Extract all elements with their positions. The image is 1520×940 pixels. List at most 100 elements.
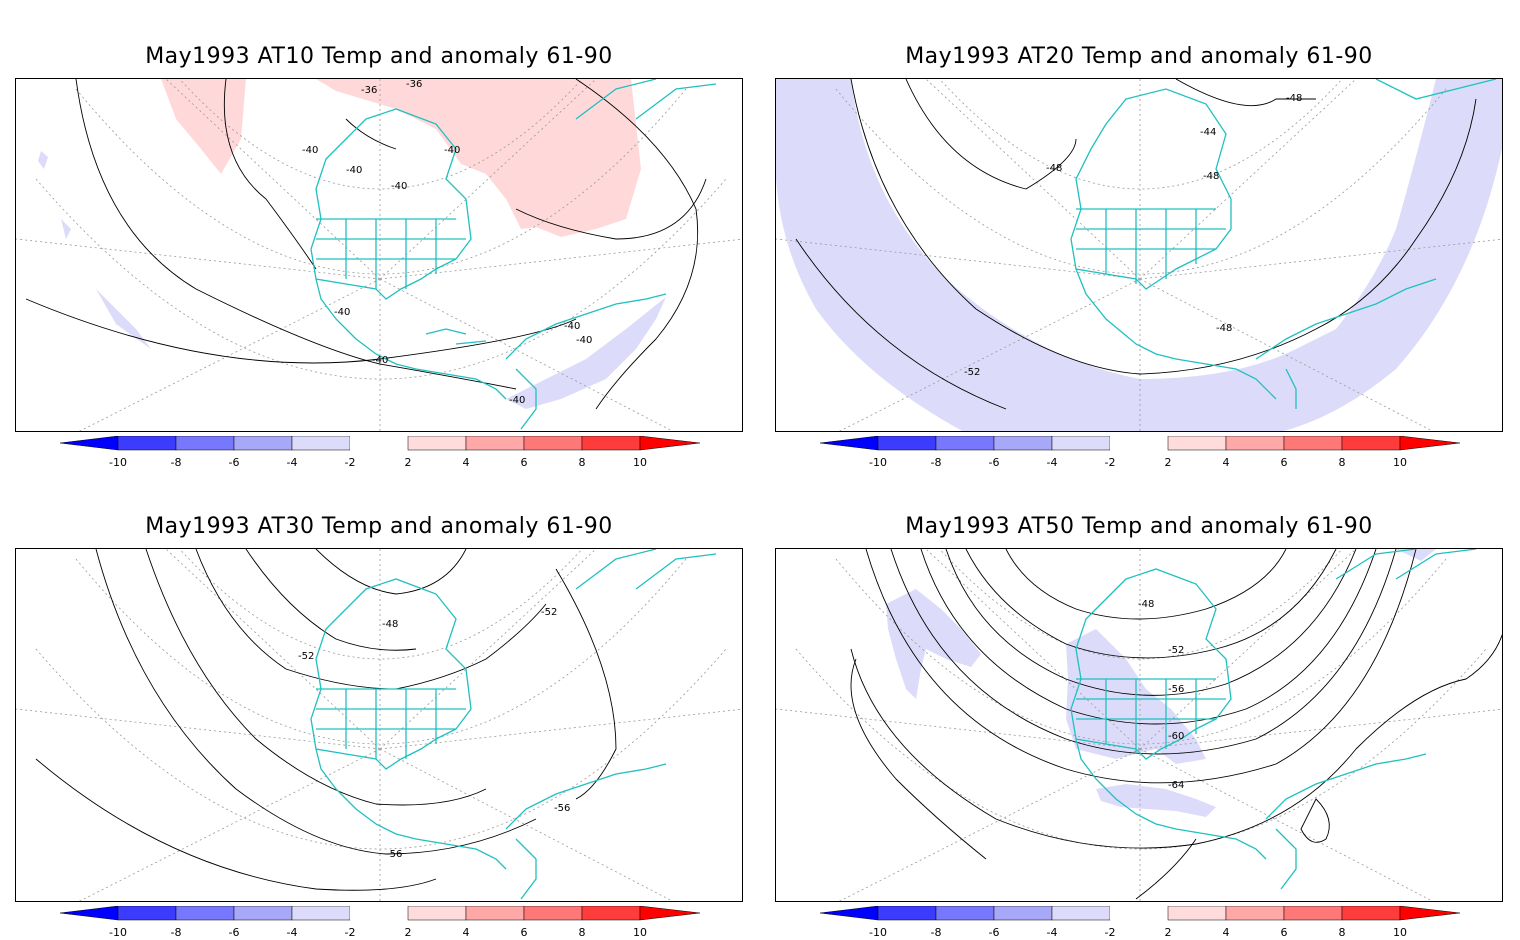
colorbar-tick-label: 2: [405, 456, 412, 469]
contour-label: -48: [1046, 163, 1062, 174]
graticule: [16, 549, 742, 901]
colorbar-tick-label: 4: [1223, 926, 1230, 939]
colorbar: -10 -8 -6 -4 -2 2 4 6 8 10: [60, 906, 701, 939]
map-frame: -36 -36 -40 -40 -40 -40 -40 -40 -40 -40 …: [15, 78, 743, 432]
colorbar-tick-label: 6: [521, 456, 528, 469]
map-svg: -48 -52 -56 -60 -64: [776, 549, 1502, 901]
colorbar-tick-label: 10: [1393, 926, 1407, 939]
panel-at10: May1993 AT10 Temp and anomaly 61-90: [0, 0, 760, 470]
colorbar-tick-label: 4: [463, 456, 470, 469]
contour-label: -52: [1168, 645, 1184, 656]
map-svg: -52 -48 -52 -56 -56: [16, 549, 742, 901]
contour-label: -40: [372, 355, 388, 366]
anomaly-region: [776, 79, 1502, 431]
colorbar: -10 -8 -6 -4 -2 2 4 6 8 10: [820, 906, 1461, 939]
contour-label: -60: [1168, 731, 1184, 742]
colorbar-tick-label: -6: [229, 456, 240, 469]
colorbar-tick-label: -6: [989, 456, 1000, 469]
map-frame: -52 -48 -52 -56 -56: [15, 548, 743, 902]
contour-label: -52: [964, 367, 980, 378]
colorbar-tick-label: -8: [171, 456, 182, 469]
colorbar-tick-label: 8: [1339, 456, 1346, 469]
colorbar-tick-label: 8: [579, 456, 586, 469]
colorbar: -10 -8 -6 -4 -2 2 4 6 8 10: [820, 436, 1461, 469]
colorbar-swatches: [820, 906, 1461, 921]
panel-title: May1993 AT50 Temp and anomaly 61-90: [905, 514, 1373, 539]
colorbar-labels: -10 -8 -6 -4 -2 2 4 6 8 10: [869, 926, 1407, 939]
colorbar-tick-label: -10: [869, 456, 887, 469]
panel-at30: May1993 AT30 Temp and anomaly 61-90: [0, 470, 760, 940]
contour-label: -64: [1168, 780, 1184, 791]
coastline: [1070, 79, 1497, 409]
contour-label: -52: [541, 607, 557, 618]
colorbar-tick-label: 6: [1281, 456, 1288, 469]
map-svg: -48 -44 -48 -48 -48 -52: [776, 79, 1502, 431]
colorbar-tick-label: -2: [1105, 926, 1116, 939]
colorbar-tick-label: 6: [521, 926, 528, 939]
anomaly-region: [1096, 784, 1216, 817]
contour-label: -36: [361, 85, 377, 96]
colorbar-swatches: [60, 436, 701, 451]
colorbar-tick-label: -10: [109, 926, 127, 939]
contour-label: -40: [564, 321, 580, 332]
colorbar-tick-label: 10: [633, 926, 647, 939]
colorbar-tick-label: 2: [405, 926, 412, 939]
contour-label: -48: [1138, 599, 1154, 610]
contour-labels: -52 -48 -52 -56 -56: [298, 607, 570, 860]
colorbar-labels: -10 -8 -6 -4 -2 2 4 6 8 10: [109, 926, 647, 939]
colorbar-labels: -10 -8 -6 -4 -2 2 4 6 8 10: [109, 456, 647, 469]
colorbar-tick-label: -10: [869, 926, 887, 939]
colorbar-tick-label: 2: [1165, 456, 1172, 469]
contour-label: -40: [509, 395, 525, 406]
contour-label: -40: [391, 181, 407, 192]
contour-label: -56: [386, 849, 402, 860]
contour-labels: -48 -44 -48 -48 -48 -52: [964, 93, 1302, 378]
anomaly-region: [506, 297, 666, 409]
contour-label: -36: [406, 79, 422, 90]
colorbar-tick-label: 10: [633, 456, 647, 469]
anomaly-region: [161, 79, 246, 174]
colorbar-tick-label: -8: [931, 456, 942, 469]
contour-label: -40: [346, 165, 362, 176]
colorbar-tick-label: -6: [229, 926, 240, 939]
colorbar-tick-label: -8: [171, 926, 182, 939]
colorbar-tick-label: -4: [287, 926, 298, 939]
contour-label: -56: [554, 803, 570, 814]
colorbar-swatches: [820, 436, 1461, 451]
panel-at50: May1993 AT50 Temp and anomaly 61-90: [760, 470, 1520, 940]
contour-labels: -48 -52 -56 -60 -64: [1138, 599, 1184, 791]
colorbar-tick-label: -2: [345, 926, 356, 939]
coastline: [1070, 549, 1477, 890]
colorbar-tick-label: -8: [931, 926, 942, 939]
anomaly-region: [886, 589, 981, 699]
contour-labels: -36 -36 -40 -40 -40 -40 -40 -40 -40 -40 …: [302, 79, 592, 406]
contour-label: -44: [1200, 127, 1216, 138]
contour-label: -40: [334, 307, 350, 318]
colorbar-tick-label: 8: [1339, 926, 1346, 939]
colorbar-tick-label: 8: [579, 926, 586, 939]
map-frame: -48 -52 -56 -60 -64: [775, 548, 1503, 902]
contour-label: -48: [1216, 323, 1232, 334]
contour-label: -40: [302, 145, 318, 156]
colorbar-tick-label: -2: [1105, 456, 1116, 469]
colorbar-tick-label: 6: [1281, 926, 1288, 939]
colorbar-tick-label: 10: [1393, 456, 1407, 469]
contours: [795, 79, 1477, 410]
contour-label: -40: [576, 335, 592, 346]
colorbar-swatches: [60, 906, 701, 921]
colorbar-tick-label: 4: [463, 926, 470, 939]
colorbar-tick-label: -6: [989, 926, 1000, 939]
panel-at20: May1993 AT20 Temp and anomaly 61-90: [760, 0, 1520, 470]
colorbar-tick-label: -4: [1047, 456, 1058, 469]
contour-label: -48: [1203, 171, 1219, 182]
panel-title: May1993 AT10 Temp and anomaly 61-90: [145, 44, 613, 69]
contour-label: -48: [1286, 93, 1302, 104]
coastline: [310, 549, 717, 900]
colorbar-tick-label: -2: [345, 456, 356, 469]
contour-label: -56: [1168, 684, 1184, 695]
contour-label: -40: [444, 145, 460, 156]
coastline: [310, 79, 717, 430]
map-frame: -48 -44 -48 -48 -48 -52: [775, 78, 1503, 432]
contour-label: -52: [298, 651, 314, 662]
colorbar-tick-label: -4: [287, 456, 298, 469]
